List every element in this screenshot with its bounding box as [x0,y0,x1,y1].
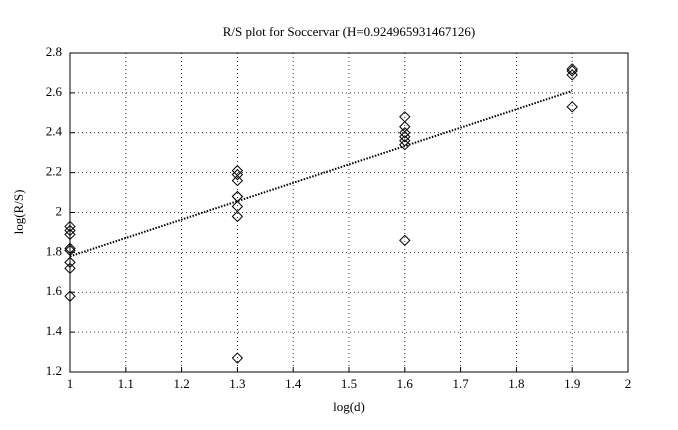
x-tick-label: 1.6 [397,376,414,391]
x-tick-label: 1.9 [564,376,580,391]
point [566,65,578,77]
x-tick-label: 1.3 [229,376,245,391]
point [399,234,411,247]
point [231,174,244,187]
point [399,131,411,143]
x-tick-label: 1.7 [452,376,469,391]
point [566,69,578,81]
y-tick-label: 1.4 [46,323,63,338]
point [399,127,411,139]
y-tick-label: 2.4 [46,124,63,139]
point [399,135,411,147]
point [64,242,76,255]
point [64,228,76,241]
y-tick-label: 2 [56,203,63,218]
x-tick-label: 1.1 [118,376,134,391]
y-axis-label: log(R/S) [11,190,26,235]
x-tick-label: 1 [67,376,74,391]
point [399,139,411,151]
x-tick-label: 1.5 [341,376,357,391]
y-tick-label: 1.8 [46,243,62,258]
point [566,101,578,113]
point [566,63,578,75]
chart-title: R/S plot for Soccervar (H=0.924965931467… [223,24,476,39]
x-tick-label: 2 [625,376,632,391]
y-tick-label: 1.2 [46,363,62,378]
point [64,220,76,233]
point [231,168,244,181]
y-tick-label: 2.2 [46,164,62,179]
plot-frame [69,52,629,373]
point [64,224,76,237]
point [64,290,76,302]
x-tick-label: 1.4 [285,376,302,391]
y-tick-label: 2.6 [46,84,63,99]
point [64,256,76,269]
x-tick-label: 1.2 [173,376,189,391]
point [64,262,76,275]
point [231,210,244,223]
fit-line [69,89,573,258]
y-tick-label: 2.8 [46,44,62,59]
x-tick-label: 1.8 [508,376,524,391]
point [231,352,244,364]
x-axis-label: log(d) [333,399,365,414]
y-tick-label: 1.6 [46,283,63,298]
